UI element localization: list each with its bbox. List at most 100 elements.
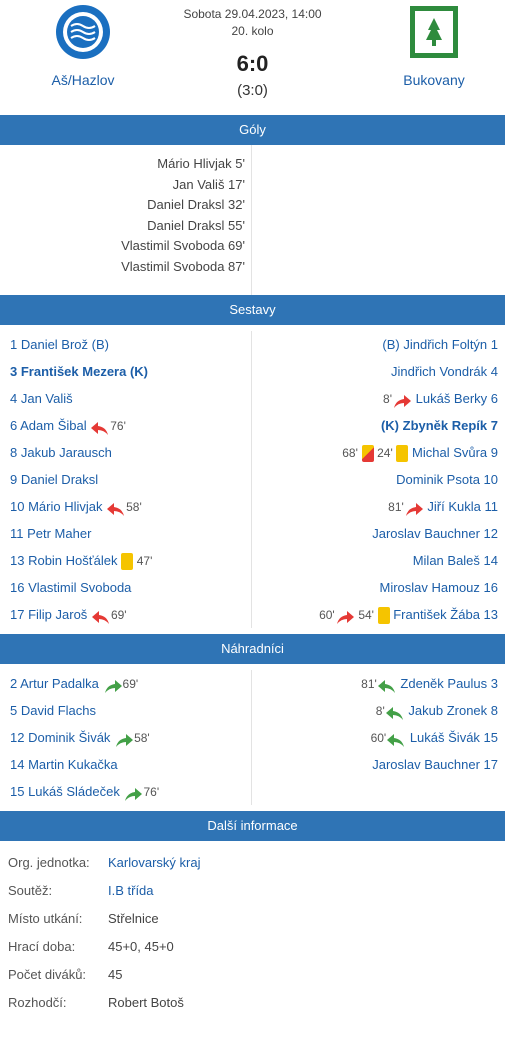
player-row[interactable]: 6 Adam Šibal 76' xyxy=(10,412,251,439)
home-team-name[interactable]: Aš/Hazlov xyxy=(51,72,115,88)
player-row[interactable]: 2 Artur Padalka 69' xyxy=(10,670,251,697)
player-row[interactable]: Jindřich Vondrák 4 xyxy=(252,358,498,385)
card-minute: 68' xyxy=(342,446,358,461)
player-name: 1 Daniel Brož (B) xyxy=(10,337,109,352)
info-value[interactable]: Karlovarský kraj xyxy=(108,855,201,870)
player-row[interactable]: Milan Baleš 14 xyxy=(252,547,498,574)
info-section-header: Další informace xyxy=(0,811,505,841)
player-row[interactable]: 9 Daniel Draksl xyxy=(10,466,251,493)
sub-minute: 58' xyxy=(134,731,150,746)
info-row: Místo utkání: Střelnice xyxy=(8,905,505,933)
card-minute: 47' xyxy=(136,554,153,569)
player-row[interactable]: Miroslav Hamouz 16 xyxy=(252,574,499,601)
card-minute: 24' xyxy=(377,446,393,461)
player-name: Jindřich Vondrák 4 xyxy=(391,364,498,379)
player-name: Dominik Psota 10 xyxy=(396,472,498,487)
player-row[interactable]: 8 Jakub Jarausch xyxy=(10,439,251,466)
player-name: 11 Petr Maher xyxy=(10,526,92,541)
yellow-card-icon xyxy=(121,553,134,571)
sub-in-icon xyxy=(123,785,143,801)
sub-in-icon xyxy=(385,704,405,720)
player-row[interactable]: 4 Jan Vališ xyxy=(10,385,251,412)
player-row[interactable]: 81' Zdeněk Paulus 3 xyxy=(252,670,498,697)
player-row[interactable]: 68' 24' Michal Svůra 9 xyxy=(252,439,498,466)
info-value: 45 xyxy=(108,967,123,982)
goal-item: Mário Hlivjak 5' xyxy=(157,156,245,171)
player-row[interactable]: 8' Jakub Zronek 8 xyxy=(252,697,498,724)
yellow-card-icon xyxy=(377,607,390,625)
player-row[interactable]: 3 František Mezera (K) xyxy=(10,358,251,385)
sub-minute: 69' xyxy=(110,608,127,623)
goal-item: Vlastimil Svoboda 87' xyxy=(121,258,245,274)
info-row: Org. jednotka: Karlovarský kraj xyxy=(8,849,505,877)
player-row[interactable]: 17 Filip Jaroš 69' xyxy=(10,601,251,628)
info-value[interactable]: I.B třída xyxy=(108,883,154,898)
player-row[interactable]: 15 Lukáš Sládeček 76' xyxy=(10,778,251,805)
sub-minute: 60' xyxy=(319,608,335,623)
sub-minute: 8' xyxy=(383,392,392,407)
sub-in-icon xyxy=(386,731,406,747)
sub-minute: 76' xyxy=(110,419,126,434)
away-team-logo xyxy=(410,6,458,58)
subs-section: 2 Artur Padalka 69' 5 David Flachs 12 Domi… xyxy=(0,664,505,811)
player-row[interactable]: 13 Robin Hošťálek 47' xyxy=(10,547,251,574)
player-name: František Žába 13 xyxy=(393,607,498,622)
player-name: Michal Svůra 9 xyxy=(412,445,498,460)
player-name: Zdeněk Paulus 3 xyxy=(400,676,498,691)
player-row[interactable]: Dominik Psota 10 xyxy=(252,466,498,493)
player-row[interactable]: (K) Zbyněk Repík 7 xyxy=(252,412,498,439)
sub-minute: 81' xyxy=(361,677,377,692)
player-name: 9 Daniel Draksl xyxy=(10,472,99,487)
player-name: 13 Robin Hošťálek xyxy=(10,553,118,568)
player-name: 3 František Mezera (K) xyxy=(10,364,148,379)
player-name: Lukáš Berky 6 xyxy=(415,391,498,406)
sub-in-icon xyxy=(377,677,397,693)
match-score: 6:0 xyxy=(236,51,269,76)
player-row[interactable]: 60' 54' František Žába 13 xyxy=(252,601,498,628)
sub-minute: 81' xyxy=(388,500,404,515)
goal-item: Daniel Draksl 32' xyxy=(147,197,245,212)
info-value: Robert Botoš xyxy=(108,995,184,1010)
player-row[interactable]: 10 Mário Hlivjak 58' xyxy=(10,493,251,520)
player-row[interactable]: 60' Lukáš Šivák 15 xyxy=(252,724,498,751)
sub-minute: 58' xyxy=(126,500,142,515)
player-row[interactable]: 8' Lukáš Berky 6 xyxy=(252,385,498,412)
info-row: Počet diváků: 45 xyxy=(8,961,505,989)
player-row[interactable]: 16 Vlastimil Svoboda xyxy=(10,574,251,601)
away-lineup: (B) Jindřich Foltýn 1 Jindřich Vondrák 4 8… xyxy=(252,331,504,628)
player-row[interactable]: Jaroslav Bauchner 12 xyxy=(252,520,498,547)
sub-minute: 8' xyxy=(375,704,385,719)
player-row[interactable]: (B) Jindřich Foltýn 1 xyxy=(252,331,498,358)
away-team[interactable]: Bukovany xyxy=(359,0,505,88)
player-row[interactable]: 12 Dominik Šivák 58' xyxy=(10,724,251,751)
lineups-section: 1 Daniel Brož (B) 3 František Mezera (K) 4… xyxy=(0,325,505,634)
info-label: Org. jednotka: xyxy=(8,855,90,870)
info-row: Hrací doba: 45+0, 45+0 xyxy=(8,933,505,961)
card-minute: 54' xyxy=(358,608,374,623)
sub-out-icon xyxy=(392,392,412,408)
player-row[interactable]: 5 David Flachs xyxy=(10,697,251,724)
info-value: 45+0, 45+0 xyxy=(108,939,174,954)
player-row[interactable]: 1 Daniel Brož (B) xyxy=(10,331,251,358)
sub-out-icon xyxy=(91,608,111,624)
player-row[interactable]: Jaroslav Bauchner 17 xyxy=(252,751,498,778)
sub-minute: 69' xyxy=(122,677,139,692)
player-name: Jaroslav Bauchner 17 xyxy=(372,757,498,772)
player-name: 15 Lukáš Sládeček xyxy=(10,784,120,799)
match-datetime: Sobota 29.04.2023, 14:00 xyxy=(183,7,322,21)
player-row[interactable]: 11 Petr Maher xyxy=(10,520,251,547)
player-name: 6 Adam Šibal xyxy=(10,418,87,433)
away-subs: 81' Zdeněk Paulus 3 8' Jakub Zronek 8 60' … xyxy=(252,670,504,805)
home-goals-list: Mário Hlivjak 5' Jan Vališ 17' Daniel Drak… xyxy=(0,145,252,295)
info-label: Místo utkání: xyxy=(8,911,83,926)
home-team-logo xyxy=(56,5,110,59)
subs-section-header: Náhradníci xyxy=(0,634,505,664)
player-row[interactable]: 81' Jiří Kukla 11 xyxy=(252,493,498,520)
info-value: Střelnice xyxy=(108,911,159,926)
player-name: 14 Martin Kukačka xyxy=(10,757,118,772)
player-row[interactable]: 14 Martin Kukačka xyxy=(10,751,251,778)
info-label: Počet diváků: xyxy=(8,967,87,982)
away-team-name[interactable]: Bukovany xyxy=(403,72,465,88)
home-team[interactable]: Aš/Hazlov xyxy=(8,0,158,88)
player-name: 16 Vlastimil Svoboda xyxy=(10,580,132,595)
